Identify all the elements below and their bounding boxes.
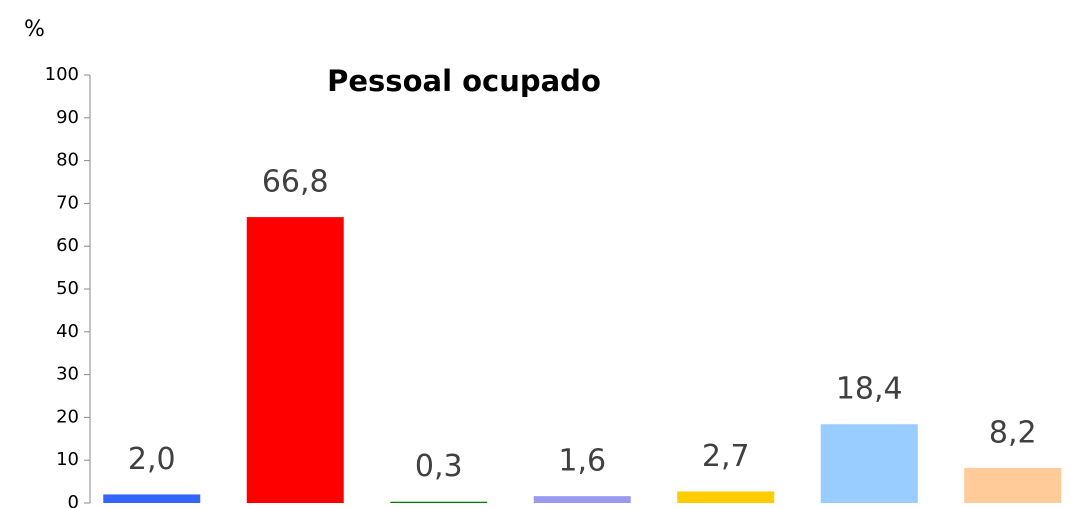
- y-tick-label: 10: [56, 449, 79, 470]
- y-tick-label: 0: [68, 492, 79, 508]
- bar: [533, 496, 631, 503]
- y-tick-label: 60: [56, 235, 79, 256]
- value-label: 18,4: [836, 372, 903, 407]
- value-label: 8,2: [989, 415, 1037, 450]
- value-label: 2,0: [128, 442, 176, 477]
- y-axis-label: %: [24, 17, 45, 42]
- y-tick-label: 40: [56, 321, 79, 342]
- bar: [964, 467, 1062, 503]
- y-tick-label: 90: [56, 107, 79, 128]
- y-tick-label: 100: [45, 64, 79, 85]
- bar: [390, 501, 488, 503]
- y-tick-label: 80: [56, 150, 79, 171]
- y-tick-label: 50: [56, 278, 79, 299]
- chart-title: Pessoal ocupado: [327, 64, 601, 98]
- bar: [103, 494, 201, 503]
- value-label: 66,8: [262, 165, 329, 200]
- value-label: 2,7: [702, 439, 750, 474]
- bar: [246, 217, 344, 503]
- value-label: 0,3: [415, 449, 463, 484]
- bar: [677, 491, 775, 503]
- value-label: 1,6: [558, 444, 606, 479]
- y-tick-label: 20: [56, 406, 79, 427]
- y-tick-label: 30: [56, 364, 79, 385]
- bar: [820, 424, 918, 503]
- y-tick-label: 70: [56, 192, 79, 213]
